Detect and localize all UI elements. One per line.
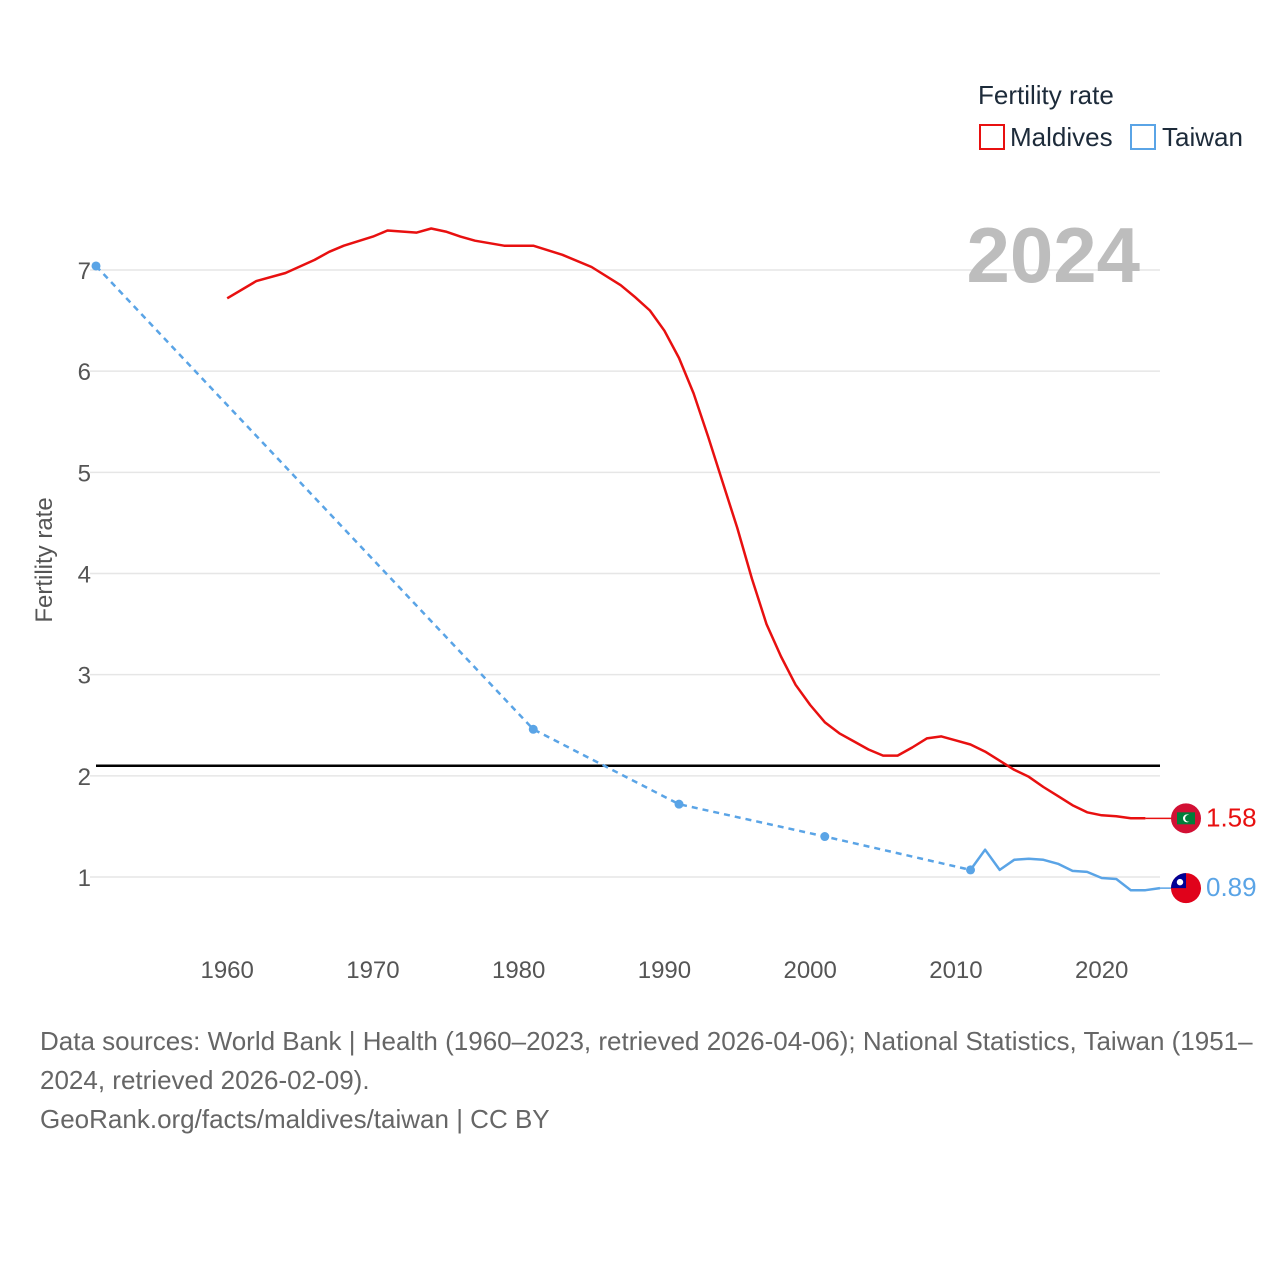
x-tick-label-1980: 1980 [492,957,545,984]
x-tick-label-2020: 2020 [1075,957,1128,984]
legend-swatch-maldives [979,124,1005,150]
end-label-maldives: 1.58 [1206,802,1257,832]
legend-item-maldives[interactable]: Maldives [979,122,1113,152]
maldives-flag-icon [1171,803,1201,834]
y-tick-label-3: 3 [78,663,91,690]
x-tick-label-1970: 1970 [346,957,399,984]
source-link[interactable]: GeoRank.org/facts/maldives/taiwan | CC B… [40,1104,550,1134]
x-tick-label-1990: 1990 [638,957,691,984]
legend-label-maldives: Maldives [1010,122,1113,152]
legend: Fertility rate Maldives Taiwan [978,80,1243,152]
legend-title: Fertility rate [978,80,1114,110]
end-label-taiwan: 0.89 [1206,872,1257,902]
legend-item-taiwan[interactable]: Taiwan [1130,122,1243,152]
y-tick-label-5: 5 [78,460,91,487]
year-label: 2024 [966,211,1140,299]
x-tick-label-2000: 2000 [783,957,836,984]
series-line-taiwan [969,848,1161,892]
series-line-taiwan-sparse [95,265,971,872]
y-tick-label-7: 7 [78,258,91,285]
series-point-taiwan-1991 [674,799,684,809]
legend-label-taiwan: Taiwan [1162,122,1243,152]
y-tick-label-4: 4 [78,562,91,589]
series-line-maldives [226,227,1146,820]
chart: 1 2 3 4 5 6 7 1960 1970 1980 1990 2000 2010 2020 Fer… [31,80,1257,984]
series-point-taiwan-1981 [528,724,538,734]
series-point-taiwan-2001 [820,832,830,842]
source-text: Data sources: World Bank | Health (1960–… [40,1026,1253,1095]
taiwan-flag-sun [1176,878,1184,886]
data-sources: Data sources: World Bank | Health (1960–… [40,1022,1255,1139]
end-labels: 1.58 0.89 [1145,802,1257,904]
x-axis: 1960 1970 1980 1990 2000 2010 2020 [200,957,1128,984]
x-tick-label-2010: 2010 [929,957,982,984]
y-tick-label-6: 6 [78,359,91,386]
y-tick-label-2: 2 [78,764,91,791]
legend-swatch-taiwan [1130,124,1156,150]
y-axis: 1 2 3 4 5 6 7 [78,258,91,892]
y-tick-label-1: 1 [78,865,91,892]
taiwan-flag-icon [1171,873,1201,904]
y-axis-title: Fertility rate [31,497,58,622]
series-layer [91,227,1161,892]
maldives-flag-crescent-cut [1185,814,1192,822]
series-point-taiwan-1951 [91,261,101,271]
x-tick-label-1960: 1960 [200,957,253,984]
grid-layer [90,269,1160,878]
